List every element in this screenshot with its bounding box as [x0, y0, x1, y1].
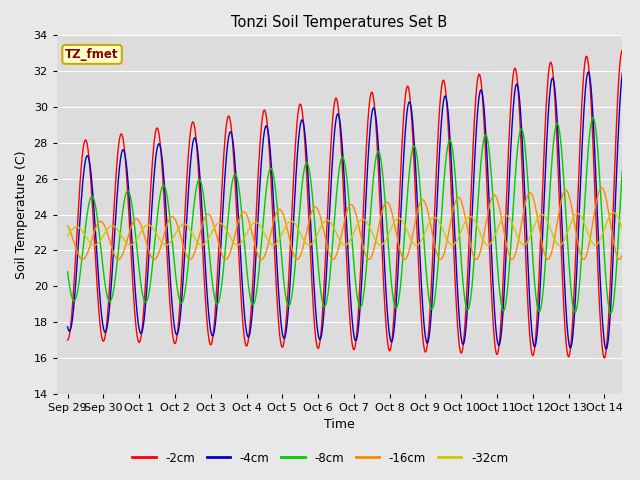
-32cm — [424, 221, 432, 227]
-8cm — [424, 290, 432, 296]
Line: -32cm: -32cm — [68, 213, 622, 245]
Y-axis label: Soil Temperature (C): Soil Temperature (C) — [15, 150, 28, 279]
-16cm — [598, 185, 605, 191]
-2cm — [520, 202, 527, 208]
-8cm — [589, 115, 597, 120]
Line: -16cm: -16cm — [68, 188, 622, 259]
-2cm — [164, 275, 172, 281]
-2cm — [396, 179, 404, 185]
Title: Tonzi Soil Temperatures Set B: Tonzi Soil Temperatures Set B — [232, 15, 447, 30]
-32cm — [477, 234, 485, 240]
-2cm — [64, 337, 72, 343]
-8cm — [618, 168, 626, 174]
-8cm — [520, 133, 527, 139]
-2cm — [424, 333, 432, 338]
-16cm — [164, 218, 172, 224]
-4cm — [618, 71, 626, 76]
-2cm — [600, 355, 608, 361]
-4cm — [64, 324, 72, 330]
Legend: -2cm, -4cm, -8cm, -16cm, -32cm: -2cm, -4cm, -8cm, -16cm, -32cm — [127, 447, 513, 469]
X-axis label: Time: Time — [324, 419, 355, 432]
-16cm — [424, 211, 432, 217]
-2cm — [276, 330, 284, 336]
-4cm — [164, 245, 172, 251]
-4cm — [584, 69, 592, 75]
-8cm — [64, 269, 72, 275]
-16cm — [520, 208, 527, 214]
-32cm — [305, 242, 313, 248]
-16cm — [477, 244, 485, 250]
-2cm — [477, 83, 485, 88]
-4cm — [424, 338, 432, 344]
-4cm — [520, 166, 527, 172]
-32cm — [164, 241, 172, 247]
-32cm — [618, 226, 626, 231]
-8cm — [607, 311, 614, 316]
Line: -2cm: -2cm — [68, 50, 622, 358]
-32cm — [397, 216, 404, 222]
Line: -8cm: -8cm — [68, 118, 622, 313]
-32cm — [64, 233, 72, 239]
-16cm — [397, 249, 404, 254]
-4cm — [396, 223, 404, 229]
-8cm — [396, 285, 404, 291]
-2cm — [618, 48, 626, 53]
-8cm — [276, 230, 284, 236]
-4cm — [276, 302, 284, 308]
-8cm — [164, 202, 172, 207]
-16cm — [186, 256, 194, 262]
-16cm — [618, 252, 626, 258]
-16cm — [64, 223, 72, 228]
-8cm — [477, 154, 485, 160]
-16cm — [276, 206, 284, 212]
-4cm — [602, 346, 610, 352]
-4cm — [477, 88, 485, 94]
Line: -4cm: -4cm — [68, 72, 622, 349]
-32cm — [276, 236, 284, 241]
Text: TZ_fmet: TZ_fmet — [65, 48, 119, 61]
-32cm — [609, 210, 617, 216]
-32cm — [520, 242, 527, 248]
